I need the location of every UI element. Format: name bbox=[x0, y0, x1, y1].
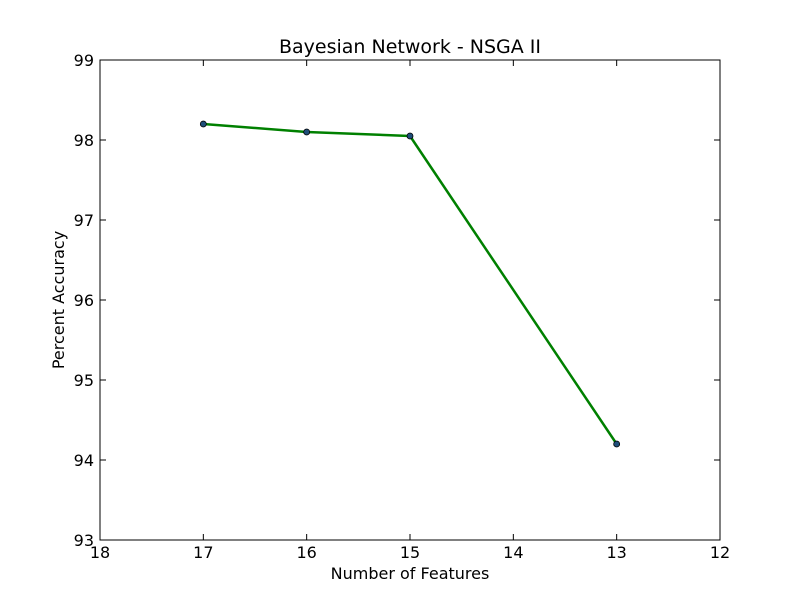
series-line bbox=[203, 122, 618, 445]
y-tick-label: 93 bbox=[74, 531, 94, 550]
y-tick-label: 98 bbox=[74, 131, 94, 150]
x-tick-label: 12 bbox=[710, 543, 730, 562]
data-point bbox=[613, 440, 621, 448]
y-axis-label: Percent Accuracy bbox=[49, 231, 68, 369]
x-tick-label: 17 bbox=[193, 543, 213, 562]
series-layer bbox=[199, 120, 621, 448]
x-axis-label: Number of Features bbox=[331, 564, 490, 583]
data-point bbox=[199, 120, 207, 128]
y-tick-label: 96 bbox=[74, 291, 94, 310]
x-tick-label: 15 bbox=[400, 543, 420, 562]
plot-area bbox=[99, 59, 721, 541]
x-tick-label: 16 bbox=[296, 543, 316, 562]
y-tick-label: 95 bbox=[74, 371, 94, 390]
y-tick-label: 94 bbox=[74, 451, 94, 470]
chart-title: Bayesian Network - NSGA II bbox=[279, 36, 541, 58]
x-tick-label: 13 bbox=[606, 543, 626, 562]
y-tick-label: 99 bbox=[74, 51, 94, 70]
x-tick-label: 14 bbox=[503, 543, 523, 562]
axis-ticks: 18 17 16 15 14 13 12 93 94 95 96 97 98 99 bbox=[74, 51, 731, 562]
y-tick-label: 97 bbox=[74, 211, 94, 230]
data-point bbox=[303, 128, 311, 136]
data-point bbox=[406, 132, 414, 140]
x-tick-label: 18 bbox=[90, 543, 110, 562]
